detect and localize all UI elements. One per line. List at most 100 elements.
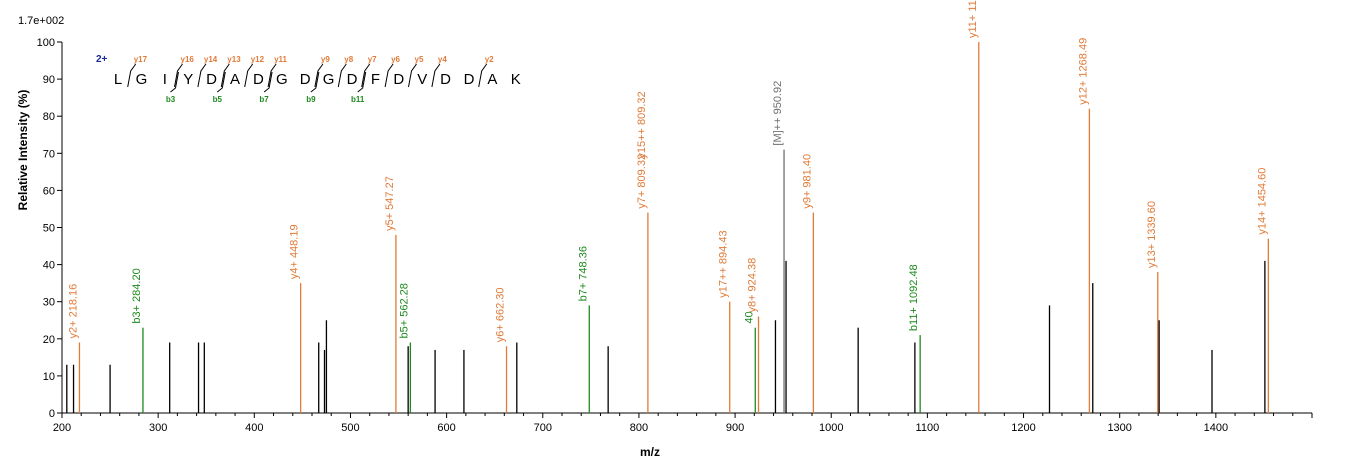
- b-ion-marker: [357, 71, 367, 93]
- x-tick-label: 200: [53, 422, 71, 434]
- y-ion-label: y12: [251, 55, 265, 64]
- sequence-residue: A: [230, 71, 240, 88]
- y-ion-marker: [478, 63, 488, 88]
- sequence-residue: V: [417, 71, 427, 88]
- b-ion-label: b11: [351, 95, 365, 104]
- y-ion-label: y8: [344, 55, 353, 64]
- y-ion-label: y9: [321, 55, 330, 64]
- y-ion-label: y11: [274, 55, 287, 64]
- y-tick-label: 90: [43, 74, 55, 86]
- sequence-residue: A: [487, 71, 497, 88]
- y-ion-label: y7: [368, 55, 377, 64]
- peak-label: b5+ 562.28: [398, 283, 410, 338]
- x-tick-label: 500: [341, 422, 359, 434]
- x-axis-title: m/z: [640, 445, 660, 459]
- y-tick-label: 50: [43, 223, 55, 235]
- peaks-layer: [66, 42, 1269, 413]
- sequence-residue: K: [511, 71, 521, 88]
- y-tick-label: 20: [43, 334, 55, 346]
- b-ion-marker: [310, 71, 320, 93]
- y-tick-label: 0: [49, 408, 55, 420]
- sequence-residue: Y: [183, 71, 193, 88]
- y-ion-marker: [314, 63, 324, 88]
- peak-label: y5+ 547.27: [384, 176, 396, 231]
- sequence-residue: D: [300, 71, 311, 88]
- y-tick-label: 80: [43, 111, 55, 123]
- b-ion-marker: [216, 71, 226, 93]
- sequence-residue: G: [136, 71, 148, 88]
- x-tick-label: 700: [534, 422, 552, 434]
- peak-label: y17++ 894.43: [718, 230, 730, 297]
- y-ion-marker: [361, 63, 371, 88]
- peak-label: y2+ 218.16: [67, 284, 79, 339]
- sequence-residue: D: [253, 71, 264, 88]
- x-tick-label: 1100: [916, 422, 940, 434]
- x-tick-label: 1400: [1204, 422, 1228, 434]
- peak-label: y9+ 981.40: [801, 154, 813, 209]
- b-ion-label: b7: [259, 95, 269, 104]
- x-tick-label: 600: [437, 422, 455, 434]
- axes: 0 10 20 30 40 50 60 70 80 90 100 200 300 400 500 600 700…: [37, 37, 1313, 434]
- x-tick-label: 1300: [1107, 422, 1131, 434]
- sequence-residue: D: [206, 71, 217, 88]
- y-ion-marker: [384, 63, 394, 88]
- y-ion-label: y14: [204, 55, 218, 64]
- y-ion-marker: [408, 63, 417, 88]
- peak-label: y14+ 1454.60: [1256, 168, 1268, 235]
- b-ion-marker: [170, 71, 179, 93]
- y-ion-label: y13: [227, 55, 241, 64]
- b-ion-marker: [263, 71, 273, 93]
- peak-label: y4+ 448.19: [289, 224, 301, 279]
- charge-state: 2+: [96, 54, 108, 65]
- y-ion-label: y16: [181, 55, 195, 64]
- y-tick-label: 60: [43, 185, 55, 197]
- b-ion-label: b3: [166, 95, 176, 104]
- peak-label: 40: [743, 311, 755, 323]
- y-tick-label: 30: [43, 297, 55, 309]
- peak-label: y6+ 662.30: [495, 287, 507, 342]
- y-ion-marker: [127, 63, 137, 88]
- y-ion-label: y6: [391, 55, 400, 64]
- peak-labels-layer: y2+ 218.16 b3+ 284.20 y4+ 448.19 y5+ 547.27…: [67, 0, 1268, 342]
- max-intensity-label: 1.7e+002: [18, 15, 64, 27]
- peak-label: y11+ 1153.45: [967, 0, 979, 38]
- sequence-residue: D: [347, 71, 358, 88]
- sequence-residue: D: [464, 71, 475, 88]
- y-ion-marker: [244, 63, 254, 88]
- y-ion-marker: [431, 63, 441, 88]
- y-ion-marker: [220, 63, 230, 88]
- y-tick-label: 70: [43, 148, 55, 160]
- peak-label: [M]++ 950.92: [772, 81, 784, 146]
- y-tick-label: 40: [43, 260, 55, 272]
- y-ion-label: y4: [438, 55, 447, 64]
- y-ion-marker: [267, 63, 277, 88]
- y-ion-marker: [174, 63, 183, 88]
- y-ion-label: y2: [485, 55, 494, 64]
- b-ion-label: b9: [306, 95, 316, 104]
- sequence-residue: D: [393, 71, 404, 88]
- peak-label: y12+ 1268.49: [1077, 38, 1089, 105]
- peak-label: y15++ 809.32: [636, 91, 648, 158]
- sequence-residue: F: [371, 71, 380, 88]
- peak-label: b11+ 1092.48: [908, 264, 920, 331]
- peak-label: y8+ 924.38: [747, 258, 759, 313]
- sequence-residue: I: [163, 71, 167, 88]
- sequence-residue: G: [276, 71, 288, 88]
- y-ion-label: y5: [415, 55, 424, 64]
- x-tick-label: 400: [245, 422, 263, 434]
- x-tick-label: 300: [149, 422, 167, 434]
- x-tick-label: 900: [726, 422, 744, 434]
- sequence-residue: L: [114, 71, 122, 88]
- peak-label: y13+ 1339.60: [1146, 201, 1158, 268]
- y-ion-marker: [197, 63, 207, 88]
- peak-label: y7+ 809.32: [636, 154, 648, 209]
- x-tick-label: 1200: [1011, 422, 1035, 434]
- x-tick-label: 1000: [819, 422, 843, 434]
- b-ion-label: b5: [213, 95, 223, 104]
- peak-label: b3+ 284.20: [131, 268, 143, 323]
- sequence-residue: D: [440, 71, 451, 88]
- peak-label: b7+ 748.36: [577, 246, 589, 301]
- y-ion-label: y17: [134, 55, 148, 64]
